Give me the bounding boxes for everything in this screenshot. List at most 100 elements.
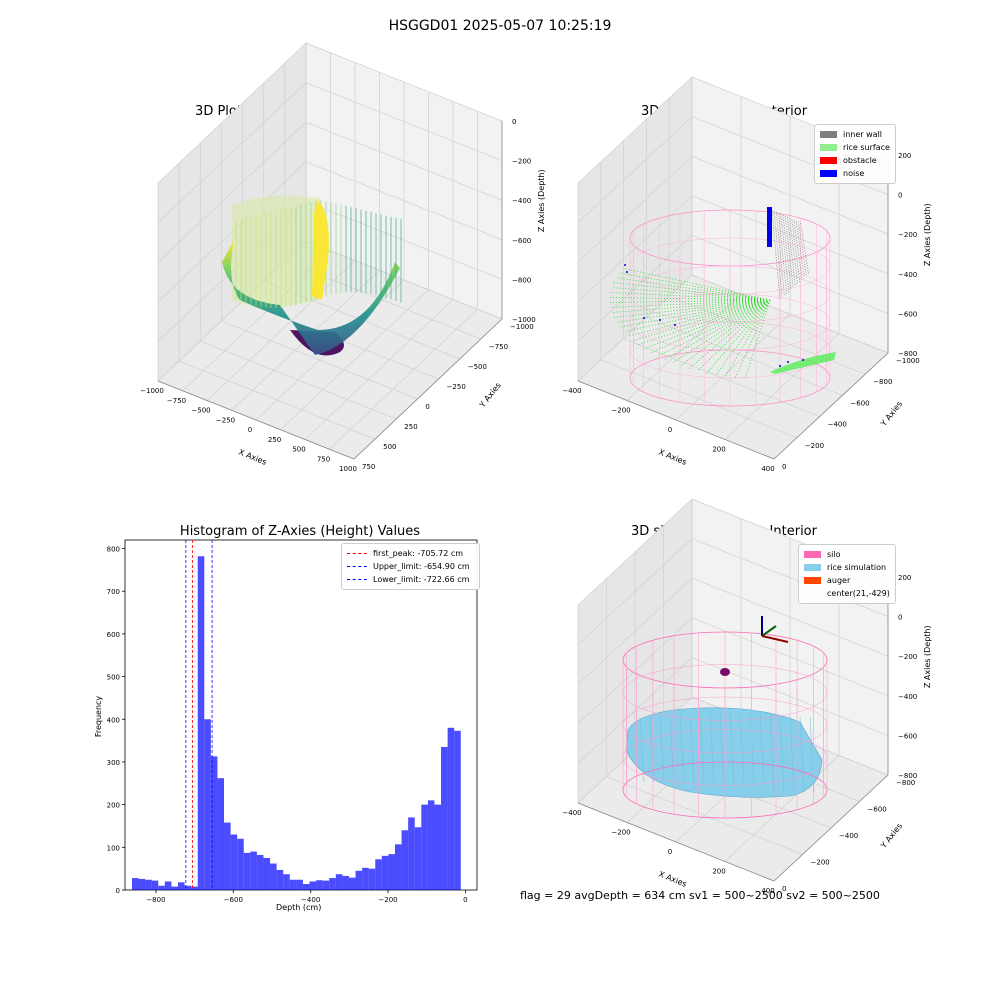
legend-item-rice-simulation: rice simulation: [804, 561, 890, 574]
histogram-bar: [427, 800, 435, 890]
plot2-grid-z: [577, 155, 693, 263]
plot1-x-tick-label: −250: [216, 416, 235, 424]
plot2-y-tick-label: 0: [782, 463, 786, 471]
plot2-noise-point: [659, 319, 661, 321]
plot1-y-tick-label: 500: [383, 443, 396, 451]
histogram-y-tick-label: 0: [116, 887, 120, 895]
plot3-rice-mesh-line: [709, 713, 715, 783]
histogram-bar: [309, 881, 317, 890]
plot2-y-tick-label: −600: [850, 399, 869, 407]
plot2-noise-point: [802, 359, 804, 361]
plot1-grid-z: [305, 42, 503, 122]
histogram-bar: [243, 852, 251, 890]
histogram-title: Histogram of Z-Axies (Height) Values: [179, 524, 421, 539]
histogram-xlabel: Depth (cm): [276, 903, 322, 912]
plot2-inner-wall-line: [789, 217, 798, 285]
plot1-y-tick-label: −250: [447, 383, 466, 391]
plot1-z-tick-label: −800: [512, 276, 531, 284]
plot3-triad-x: [761, 635, 789, 643]
histogram-y-tick-label: 100: [107, 844, 120, 852]
legend-item-lower-limit: Lower_limit: -722.66 cm: [347, 573, 474, 586]
histogram-bar: [316, 880, 323, 890]
plot1-grid-x: [329, 308, 478, 450]
histogram-bar: [368, 868, 376, 890]
plot3-x-tick-label: 200: [712, 868, 725, 876]
plot2-grid-y: [669, 295, 866, 375]
plot2-grid-z: [577, 116, 693, 223]
plot1-x-tick-label: 0: [248, 426, 252, 434]
status-footer: flag = 29 avgDepth = 634 cm sv1 = 500~25…: [520, 889, 880, 902]
plot1-yellow-band: [312, 200, 329, 300]
plot3-x-axis-line: [577, 802, 775, 882]
histogram-bar: [237, 838, 244, 890]
plot3-grid-z: [577, 657, 693, 764]
histogram-bar: [388, 854, 395, 890]
plot3-z-tick-label: 0: [898, 614, 902, 622]
plot2-rice-surface-ray: [613, 299, 771, 318]
plot3-rice-mesh-line: [719, 712, 725, 783]
histogram-bar: [375, 859, 382, 890]
histogram-y-tick-label: 300: [107, 759, 120, 767]
plot1-grid-x: [206, 260, 356, 401]
histogram-bar: [408, 817, 415, 890]
plot3-triad-y: [761, 625, 777, 637]
plot3-grid-z: [577, 577, 693, 685]
plot1-grid-z: [157, 121, 307, 263]
plot1-z-tick-label: −600: [512, 237, 531, 245]
plot2-inner-wall-line: [776, 211, 785, 297]
plot1-grid-y: [179, 360, 376, 440]
plot2-inner-wall-line: [793, 219, 803, 281]
plot1-grid-x: [304, 299, 454, 440]
plot3-rice-mesh-line: [689, 714, 695, 783]
plot2-noise-point: [787, 361, 789, 363]
legend-item-silo: silo: [804, 548, 890, 561]
plot1-x-tick-label: 1000: [339, 465, 357, 473]
histogram-x-tick-label: −200: [378, 896, 397, 904]
plot1-z-tick-label: −200: [512, 158, 531, 166]
legend-item-inner-wall: inner wall: [820, 128, 890, 141]
histogram-bar: [171, 886, 178, 890]
histogram-bar: [454, 730, 461, 890]
plot1-y-tick-label: −500: [468, 363, 487, 371]
plot2-y-axis-label: Y Axies: [879, 400, 905, 429]
legend-item-upper-limit: Upper_limit: -654.90 cm: [347, 560, 474, 573]
plot2-rice-surface-ray: [616, 299, 771, 323]
plot2-z-tick-label: −200: [898, 231, 917, 239]
plot3-z-tick-label: 200: [898, 574, 911, 582]
plot3-rice-mesh-line: [699, 713, 705, 783]
plot2-rice-surface-ray: [623, 299, 771, 333]
plot2-y-tick-label: −200: [805, 442, 824, 450]
plot1-grid-z: [157, 82, 307, 223]
plot1-grid-y: [200, 340, 397, 420]
plot3-y-tick-label: −800: [896, 779, 915, 787]
plot2-x-tick-label: −200: [611, 407, 630, 415]
plot2-inner-wall-line: [784, 215, 794, 289]
histogram-bar: [401, 830, 409, 890]
plot2-x-axis-label: X Axies: [657, 448, 688, 467]
histogram-bar: [447, 727, 455, 890]
plot3-z-tick-label: −600: [898, 732, 917, 740]
histogram-bar: [355, 870, 363, 890]
plot1-grid-z: [305, 121, 503, 201]
plot2-x-tick-label: −400: [562, 387, 581, 395]
plot3-rice-mesh-line: [659, 716, 665, 783]
plot1-y-tick-label: −1000: [510, 323, 534, 331]
plot1-x-tick-label: −1000: [140, 387, 164, 395]
plot2-z-tick-label: −400: [898, 271, 917, 279]
plot2-rice-surface-ray: [706, 299, 771, 374]
plot2-rice-surface-ray: [613, 282, 771, 301]
plot3-x-tick-label: 400: [761, 887, 774, 895]
histogram-bar: [414, 827, 422, 890]
plot2-y-axis-line: [773, 352, 889, 460]
plot2-rice-surface-ray: [649, 299, 771, 354]
plot2-inner-wall-line: [795, 220, 805, 279]
plot1-y-tick-label: 750: [362, 463, 375, 471]
histogram-bar: [335, 874, 343, 890]
plot2-grid-z: [691, 274, 889, 354]
histogram-bar: [381, 855, 389, 890]
histogram-y-tick-label: 400: [107, 716, 120, 724]
plot2-z-tick-label: 200: [898, 152, 911, 160]
histogram-bar: [138, 878, 146, 890]
plot1-grid-z: [305, 161, 503, 241]
